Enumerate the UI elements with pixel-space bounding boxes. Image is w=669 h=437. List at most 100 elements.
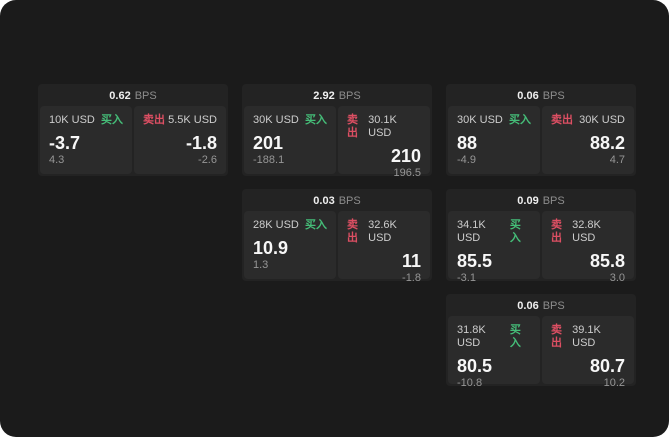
- quote-card: 0.09 BPS 34.1K USD 买入 85.5 -3.1 卖出 32.8K…: [446, 189, 636, 284]
- sell-amount: 39.1K USD: [572, 324, 601, 349]
- buy-header-row: 31.8K USD 买入: [457, 324, 531, 350]
- bps-value: 0.06: [517, 300, 539, 312]
- sell-panel[interactable]: 卖出 39.1K USD 80.7 10.2: [542, 316, 634, 389]
- buy-header-row: 30K USD 买入: [457, 114, 531, 127]
- card-header: 0.62 BPS: [40, 86, 226, 106]
- buy-panel[interactable]: 30K USD 买入 201 -188.1: [244, 106, 336, 174]
- quote-panels: 28K USD 买入 10.9 1.3 卖出 32.6K USD 11 -1.8: [244, 211, 430, 284]
- sell-sub-value: -2.6: [198, 154, 217, 166]
- sell-amount: 30K USD: [579, 114, 625, 126]
- sell-amount: 30.1K USD: [368, 114, 397, 139]
- sell-header-row: 卖出 32.6K USD: [347, 219, 421, 245]
- sell-panel[interactable]: 卖出 32.6K USD 11 -1.8: [338, 211, 430, 284]
- sell-tag: 卖出: [551, 324, 562, 349]
- buy-value: 88: [457, 133, 478, 153]
- bps-unit-label: BPS: [542, 300, 565, 312]
- sell-sub-value: 196.5: [393, 167, 421, 179]
- sell-amount: 5.5K USD: [168, 114, 217, 126]
- quote-card: 0.62 BPS 10K USD 买入 -3.7 4.3 卖出 5.5K USD…: [38, 84, 228, 176]
- sell-header-row: 卖出 30K USD: [551, 114, 625, 127]
- buy-tag: 买入: [305, 219, 327, 231]
- card-header: 0.06 BPS: [448, 296, 634, 316]
- buy-value: 80.5: [457, 356, 493, 376]
- sell-header-row: 卖出 39.1K USD: [551, 324, 625, 350]
- quote-panels: 10K USD 买入 -3.7 4.3 卖出 5.5K USD -1.8 -2.…: [40, 106, 226, 174]
- quote-panels: 30K USD 买入 201 -188.1 卖出 30.1K USD 210 1…: [244, 106, 430, 179]
- bps-value: 0.62: [109, 90, 131, 102]
- quote-card: 0.06 BPS 31.8K USD 买入 80.5 -10.8 卖出 39.1…: [446, 294, 636, 389]
- sell-tag: 卖出: [347, 219, 358, 244]
- card-header: 0.09 BPS: [448, 191, 634, 211]
- quote-card: 0.06 BPS 30K USD 买入 88 -4.9 卖出 30K USD 8…: [446, 84, 636, 176]
- sell-panel[interactable]: 卖出 5.5K USD -1.8 -2.6: [134, 106, 226, 174]
- buy-value: 201: [253, 133, 284, 153]
- buy-amount: 30K USD: [457, 114, 503, 126]
- card-header: 0.06 BPS: [448, 86, 634, 106]
- buy-panel[interactable]: 31.8K USD 买入 80.5 -10.8: [448, 316, 540, 389]
- buy-panel[interactable]: 34.1K USD 买入 85.5 -3.1: [448, 211, 540, 284]
- bps-unit-label: BPS: [338, 90, 361, 102]
- quote-card: 0.03 BPS 28K USD 买入 10.9 1.3 卖出 32.6K US…: [242, 189, 432, 284]
- sell-value: 80.7: [589, 356, 625, 376]
- quote-panels: 31.8K USD 买入 80.5 -10.8 卖出 39.1K USD 80.…: [448, 316, 634, 389]
- sell-header-row: 卖出 30.1K USD: [347, 114, 421, 140]
- buy-tag: 买入: [101, 114, 123, 126]
- sell-panel[interactable]: 卖出 32.8K USD 85.8 3.0: [542, 211, 634, 284]
- sell-header-row: 卖出 32.8K USD: [551, 219, 625, 245]
- sell-value: 88.2: [589, 133, 625, 153]
- sell-tag: 卖出: [143, 114, 165, 126]
- sell-sub-value: 3.0: [609, 272, 625, 284]
- buy-value: 85.5: [457, 251, 493, 271]
- buy-tag: 买入: [305, 114, 327, 126]
- quote-card: 2.92 BPS 30K USD 买入 201 -188.1 卖出 30.1K …: [242, 84, 432, 179]
- buy-header-row: 10K USD 买入: [49, 114, 123, 127]
- sell-sub-value: 4.7: [609, 154, 625, 166]
- sell-amount: 32.8K USD: [572, 219, 601, 244]
- buy-sub-value: 1.3: [253, 259, 269, 271]
- buy-header-row: 28K USD 买入: [253, 219, 327, 232]
- bps-value: 0.03: [313, 195, 335, 207]
- bps-unit-label: BPS: [338, 195, 361, 207]
- buy-tag: 买入: [509, 219, 521, 244]
- quote-panels: 30K USD 买入 88 -4.9 卖出 30K USD 88.2 4.7: [448, 106, 634, 174]
- card-header: 2.92 BPS: [244, 86, 430, 106]
- buy-panel[interactable]: 28K USD 买入 10.9 1.3: [244, 211, 336, 279]
- buy-value: -3.7: [49, 133, 81, 153]
- sell-panel[interactable]: 卖出 30K USD 88.2 4.7: [542, 106, 634, 174]
- buy-header-row: 30K USD 买入: [253, 114, 327, 127]
- buy-sub-value: -3.1: [457, 272, 476, 284]
- buy-amount: 28K USD: [253, 219, 299, 231]
- quote-panels: 34.1K USD 买入 85.5 -3.1 卖出 32.8K USD 85.8…: [448, 211, 634, 284]
- bps-value: 0.06: [517, 90, 539, 102]
- sell-tag: 卖出: [347, 114, 358, 139]
- buy-sub-value: 4.3: [49, 154, 65, 166]
- bps-unit-label: BPS: [542, 195, 565, 207]
- bps-value: 2.92: [313, 90, 335, 102]
- bps-unit-label: BPS: [134, 90, 157, 102]
- buy-amount: 34.1K USD: [457, 219, 486, 244]
- buy-panel[interactable]: 10K USD 买入 -3.7 4.3: [40, 106, 132, 174]
- sell-panel[interactable]: 卖出 30.1K USD 210 196.5: [338, 106, 430, 179]
- sell-value: 85.8: [589, 251, 625, 271]
- sell-value: 11: [401, 251, 421, 271]
- sell-value: 210: [390, 146, 421, 166]
- sell-amount: 32.6K USD: [368, 219, 397, 244]
- buy-panel[interactable]: 30K USD 买入 88 -4.9: [448, 106, 540, 174]
- bps-value: 0.09: [517, 195, 539, 207]
- buy-value: 10.9: [253, 238, 289, 258]
- sell-header-row: 卖出 5.5K USD: [143, 114, 217, 127]
- bps-unit-label: BPS: [542, 90, 565, 102]
- buy-sub-value: -10.8: [457, 377, 483, 389]
- sell-sub-value: -1.8: [402, 272, 421, 284]
- buy-amount: 10K USD: [49, 114, 95, 126]
- buy-amount: 30K USD: [253, 114, 299, 126]
- buy-amount: 31.8K USD: [457, 324, 486, 349]
- sell-value: -1.8: [185, 133, 217, 153]
- sell-tag: 卖出: [551, 114, 573, 126]
- sell-sub-value: 10.2: [603, 377, 625, 389]
- buy-header-row: 34.1K USD 买入: [457, 219, 531, 245]
- buy-sub-value: -188.1: [253, 154, 285, 166]
- card-header: 0.03 BPS: [244, 191, 430, 211]
- quote-card-grid: 0.62 BPS 10K USD 买入 -3.7 4.3 卖出 5.5K USD…: [38, 84, 636, 389]
